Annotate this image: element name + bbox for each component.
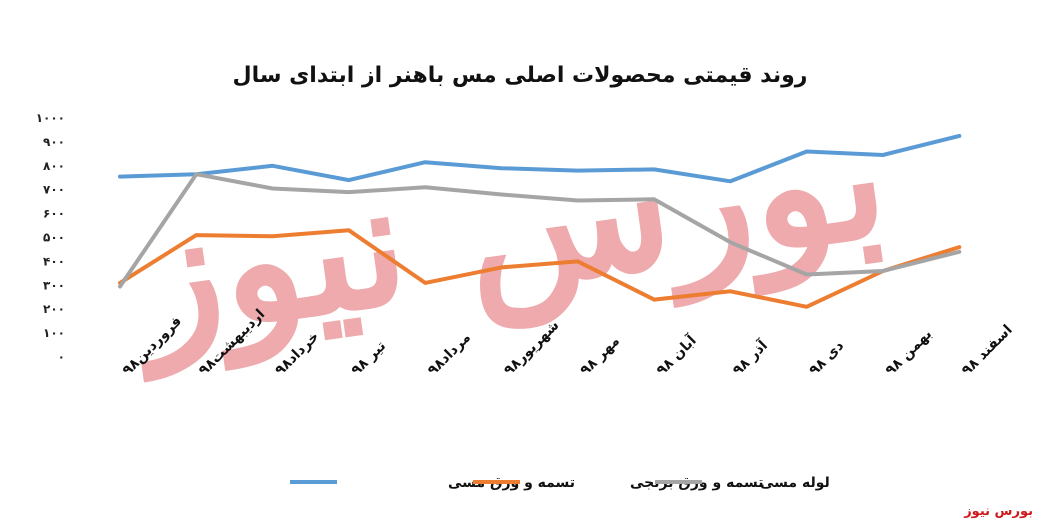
y-tick-label: ۶۰۰	[43, 207, 65, 221]
y-tick-label: ۵۰۰	[43, 231, 65, 245]
y-tick-label: ۸۰۰	[43, 159, 65, 173]
y-tick-label: ۳۰۰	[43, 278, 65, 292]
x-tick-label: بهمن ۹۸	[883, 326, 936, 379]
y-tick-label: ۱۰۰	[43, 326, 65, 340]
y-tick-label: ۱۰۰۰	[36, 111, 65, 125]
chart-title: روند قیمتی محصولات اصلی مس باهنر از ابتد…	[233, 63, 808, 88]
series-line	[118, 228, 962, 309]
series-line	[118, 133, 962, 184]
y-axis: ۰ ۱۰۰ ۲۰۰ ۳۰۰ ۴۰۰ ۵۰۰ ۶۰۰ ۷۰۰ ۸۰۰ ۹۰۰ ۱۰۰۰	[36, 111, 65, 364]
y-tick-label: ۹۰۰	[43, 135, 65, 149]
series-line	[118, 172, 962, 289]
source-label: بورس نیوز	[964, 504, 1033, 519]
legend-label: لوله مسی	[760, 475, 830, 491]
x-tick-label: آذر ۹۸	[729, 336, 772, 379]
x-tick-label: مهر ۹۸	[577, 333, 623, 379]
y-tick-label: ۷۰۰	[43, 183, 65, 197]
y-tick-label: ۲۰۰	[43, 302, 65, 316]
x-tick-label: دی ۹۸	[806, 338, 847, 379]
y-tick-label: ۰	[58, 350, 65, 364]
x-tick-label: اسفند ۹۸	[959, 322, 1016, 379]
plot-area	[118, 133, 962, 309]
x-tick-label: آبان ۹۸	[652, 330, 700, 378]
y-tick-label: ۴۰۰	[43, 254, 65, 268]
